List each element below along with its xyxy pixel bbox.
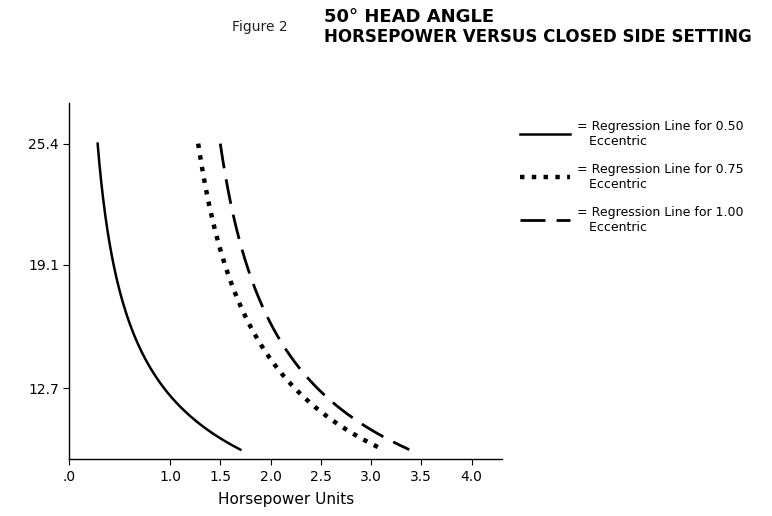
Text: HORSEPOWER VERSUS CLOSED SIDE SETTING: HORSEPOWER VERSUS CLOSED SIDE SETTING	[324, 28, 752, 46]
Legend: = Regression Line for 0.50
   Eccentric, = Regression Line for 0.75
   Eccentric: = Regression Line for 0.50 Eccentric, = …	[516, 117, 747, 238]
Text: Figure 2: Figure 2	[232, 20, 287, 34]
X-axis label: Horsepower Units: Horsepower Units	[218, 492, 354, 507]
Text: 50° HEAD ANGLE: 50° HEAD ANGLE	[324, 8, 494, 26]
